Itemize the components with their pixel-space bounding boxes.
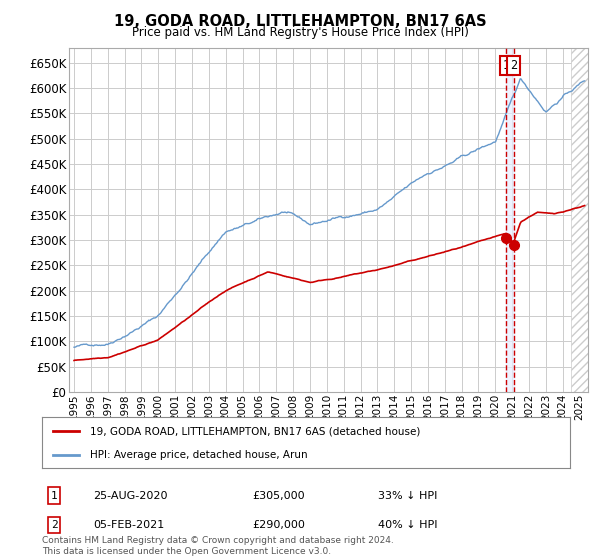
Text: HPI: Average price, detached house, Arun: HPI: Average price, detached house, Arun <box>89 450 307 460</box>
Text: 1: 1 <box>50 491 58 501</box>
Bar <box>506 48 514 392</box>
Text: £305,000: £305,000 <box>252 491 305 501</box>
Text: £290,000: £290,000 <box>252 520 305 530</box>
Text: 33% ↓ HPI: 33% ↓ HPI <box>378 491 437 501</box>
Text: Price paid vs. HM Land Registry's House Price Index (HPI): Price paid vs. HM Land Registry's House … <box>131 26 469 39</box>
Text: 2: 2 <box>50 520 58 530</box>
Text: 19, GODA ROAD, LITTLEHAMPTON, BN17 6AS (detached house): 19, GODA ROAD, LITTLEHAMPTON, BN17 6AS (… <box>89 426 420 436</box>
Text: 25-AUG-2020: 25-AUG-2020 <box>93 491 167 501</box>
Text: 40% ↓ HPI: 40% ↓ HPI <box>378 520 437 530</box>
Text: 05-FEB-2021: 05-FEB-2021 <box>93 520 164 530</box>
Text: 2: 2 <box>510 59 517 72</box>
Text: 1: 1 <box>503 59 510 72</box>
Text: Contains HM Land Registry data © Crown copyright and database right 2024.
This d: Contains HM Land Registry data © Crown c… <box>42 536 394 556</box>
Text: 19, GODA ROAD, LITTLEHAMPTON, BN17 6AS: 19, GODA ROAD, LITTLEHAMPTON, BN17 6AS <box>113 14 487 29</box>
